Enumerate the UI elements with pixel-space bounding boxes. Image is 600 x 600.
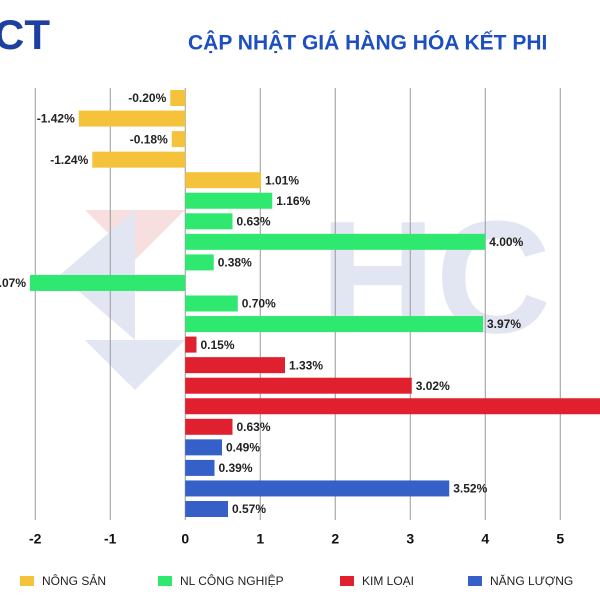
value-label: 0.57%: [232, 502, 266, 516]
bar: [185, 336, 197, 353]
bar: [185, 233, 486, 250]
value-label: -1.42%: [37, 112, 75, 126]
bar: [171, 131, 186, 148]
value-label: 0.38%: [218, 256, 252, 270]
legend-label: NL CÔNG NGHIỆP: [180, 573, 284, 588]
bar: [170, 90, 186, 106]
bar: [185, 459, 215, 476]
legend-label: KIM LOẠI: [362, 574, 414, 588]
legend-swatch: [340, 576, 354, 586]
value-label: 4.00%: [489, 235, 523, 249]
value-label: -0.20%: [128, 91, 166, 105]
bar: [185, 398, 600, 415]
value-label: 3.52%: [453, 482, 487, 496]
x-tick-label: 5: [556, 531, 564, 547]
value-label: -2.07%: [0, 276, 26, 290]
value-label: 0.63%: [237, 214, 271, 228]
x-tick-label: 1: [256, 531, 264, 547]
legend-swatch: [20, 576, 34, 586]
x-tick-label: 4: [481, 531, 489, 547]
logo: CT: [0, 11, 50, 58]
legend-swatch: [158, 576, 172, 586]
value-label: 0.49%: [226, 441, 260, 455]
value-label: 0.70%: [242, 297, 276, 311]
value-label: 3.02%: [416, 379, 450, 393]
x-tick-label: 3: [406, 531, 414, 547]
value-label: 0.63%: [237, 420, 271, 434]
bar: [30, 274, 186, 291]
legend-label: NÔNG SẢN: [42, 573, 106, 588]
bar: [185, 254, 214, 271]
bar: [92, 151, 186, 168]
bar: [185, 377, 412, 394]
bar: [185, 213, 233, 230]
value-label: 1.16%: [276, 194, 310, 208]
value-label: 1.01%: [265, 173, 299, 187]
bar: [185, 316, 483, 333]
x-tick-label: -1: [104, 531, 117, 547]
x-tick-label: 2: [331, 531, 339, 547]
bar: [78, 110, 186, 127]
bar: [185, 192, 273, 209]
bar: [185, 418, 233, 435]
value-label: 0.39%: [219, 461, 253, 475]
value-label: 3.97%: [487, 317, 521, 331]
bar: [185, 295, 238, 312]
legend-swatch: [468, 576, 482, 586]
bar: [185, 480, 450, 497]
svg-text:HC: HC: [320, 187, 551, 366]
bar: [185, 501, 228, 517]
value-label: -1.24%: [50, 153, 88, 167]
x-tick-label: 0: [181, 531, 189, 547]
x-tick-label: -2: [29, 531, 42, 547]
chart-title: CẬP NHẬT GIÁ HÀNG HÓA KẾT PHI: [188, 31, 547, 55]
value-label: 1.33%: [289, 358, 323, 372]
bar: [185, 172, 261, 189]
value-label: -0.18%: [130, 132, 168, 146]
value-label: 0.15%: [201, 338, 235, 352]
legend-label: NĂNG LƯỢNG: [490, 573, 573, 588]
bar: [185, 357, 285, 374]
bar: [185, 439, 222, 456]
